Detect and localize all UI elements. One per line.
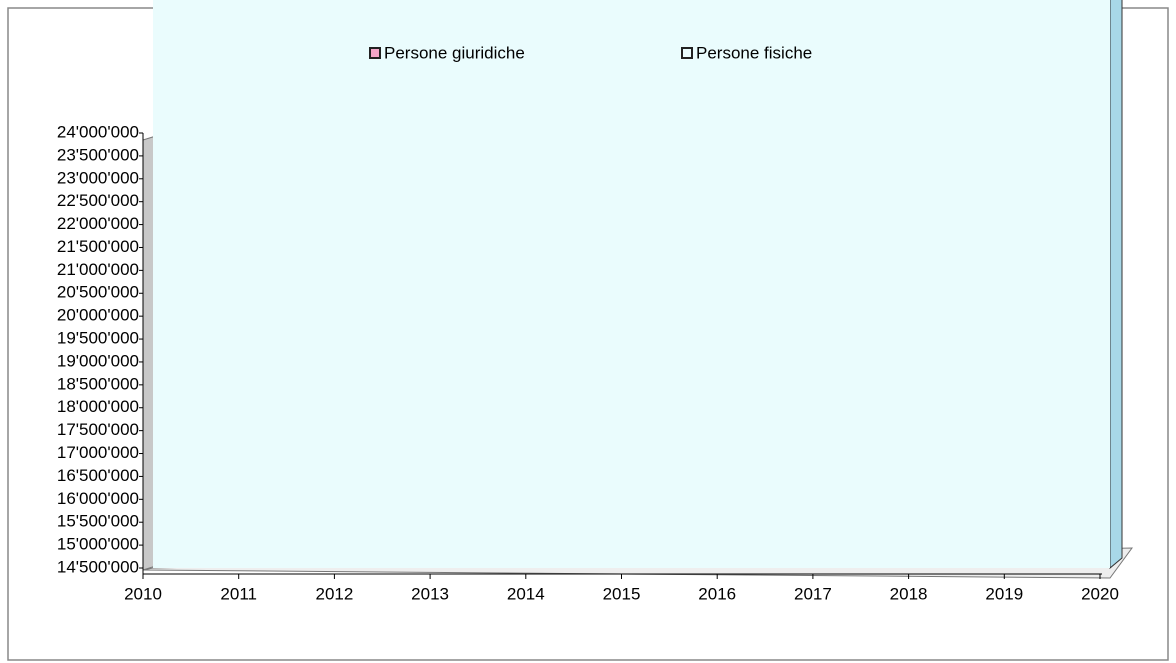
y-tick-label: 20'500'000 (57, 283, 139, 302)
y-tick-label: 14'500'000 (57, 557, 139, 576)
x-tick-label: 2016 (698, 584, 736, 603)
x-tick-label: 2017 (794, 584, 832, 603)
y-tick-label: 18'000'000 (57, 397, 139, 416)
y-tick-label: 19'000'000 (57, 351, 139, 370)
x-tick-label: 2014 (507, 584, 545, 603)
area-fill (153, 0, 1110, 568)
x-tick-label: 2010 (124, 584, 162, 603)
y-tick-label: 17'500'000 (57, 420, 139, 439)
legend-label: Persone fisiche (696, 43, 812, 62)
y-tick-label: 20'000'000 (57, 306, 139, 325)
y-tick-label: 15'500'000 (57, 512, 139, 531)
area-side-face (1109, 0, 1123, 570)
legend-label: Persone giuridiche (384, 43, 525, 62)
y-tick-label: 17'000'000 (57, 443, 139, 462)
legend-swatch (369, 47, 381, 59)
y-tick-label: 18'500'000 (57, 374, 139, 393)
legend-swatch (681, 47, 693, 59)
y-tick-label: 15'000'000 (57, 535, 139, 554)
y-tick-label: 21'500'000 (57, 237, 139, 256)
y-tick-label: 19'500'000 (57, 329, 139, 348)
x-tick-label: 2018 (890, 584, 928, 603)
y-tick-label: 23'000'000 (57, 168, 139, 187)
x-tick-label: 2012 (315, 584, 353, 603)
y-tick-label: 16'500'000 (57, 466, 139, 485)
x-tick-label: 2013 (411, 584, 449, 603)
y-tick-label: 22'500'000 (57, 191, 139, 210)
y-tick-label: 23'500'000 (57, 145, 139, 164)
x-tick-label: 2015 (603, 584, 641, 603)
x-tick-label: 2019 (985, 584, 1023, 603)
y-tick-label: 16'000'000 (57, 489, 139, 508)
x-tick-label: 2020 (1081, 584, 1119, 603)
y-tick-label: 24'000'000 (57, 122, 139, 141)
y-tick-label: 22'000'000 (57, 214, 139, 233)
x-tick-label: 2011 (220, 584, 257, 603)
y-tick-label: 21'000'000 (57, 260, 139, 279)
